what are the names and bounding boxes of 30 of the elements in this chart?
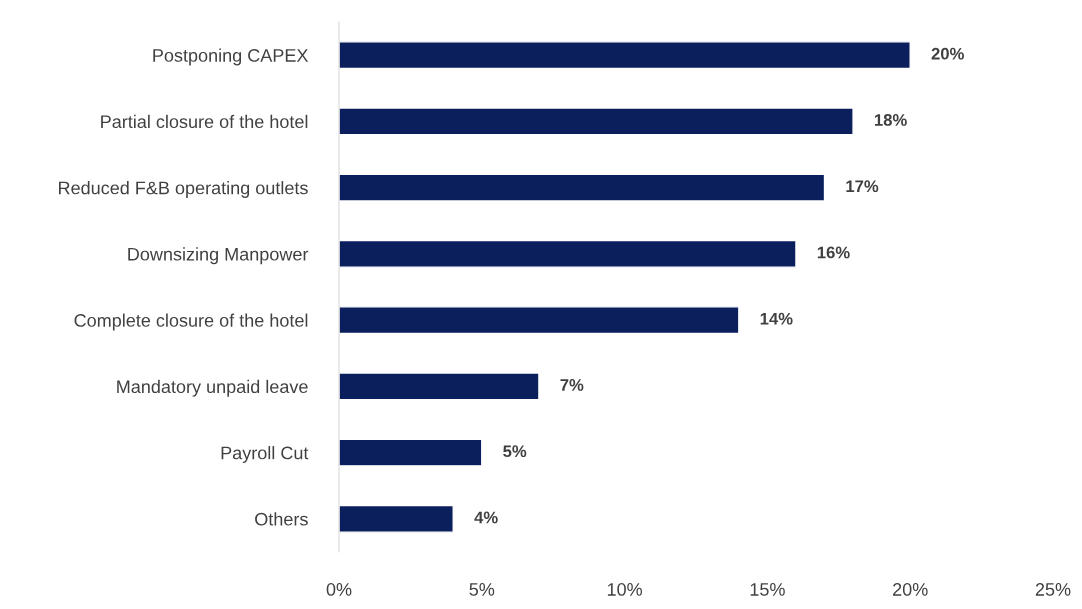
y-tick-label: Postponing CAPEX (153, 48, 309, 66)
y-tick-label: Others (255, 512, 308, 526)
x-tick-label: 10% (607, 583, 643, 596)
data-label: 7% (560, 379, 584, 391)
data-label: 16% (817, 246, 850, 259)
y-tick-label: Complete closure of the hotel (74, 313, 308, 331)
y-tick-label: Reduced F&B operating outlets (59, 181, 308, 198)
y-tick-label: Partial closure of the hotel (101, 114, 308, 129)
data-label: 20% (931, 47, 964, 60)
y-tick-label: Payroll Cut (221, 446, 309, 463)
bar (339, 239, 797, 268)
x-tick-label: 25% (1035, 583, 1071, 596)
data-label: 18% (874, 114, 907, 126)
x-tick-label: 5% (469, 583, 495, 596)
y-tick-label: Mandatory unpaid leave (117, 379, 308, 397)
bar (339, 306, 740, 335)
data-label: 4% (474, 511, 498, 524)
bar (339, 107, 854, 136)
data-label: 17% (846, 180, 879, 193)
bar (339, 372, 540, 401)
bar (339, 173, 826, 202)
data-label: 5% (503, 445, 527, 458)
bar (339, 438, 483, 467)
y-tick-label: Downsizing Manpower (128, 247, 309, 265)
data-label: 14% (760, 312, 793, 325)
bar (339, 504, 454, 533)
x-tick-label: 15% (750, 583, 785, 596)
x-tick-label: 0% (326, 583, 352, 596)
x-tick-label: 20% (893, 583, 928, 596)
bar (339, 41, 911, 70)
